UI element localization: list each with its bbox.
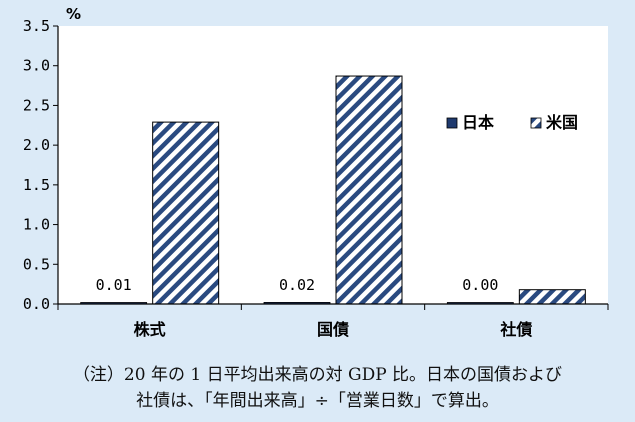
data-label-japan-0: 0.01 <box>96 276 132 294</box>
y-tick-label: 2.5 <box>23 96 50 114</box>
legend: 日本 米国 <box>446 113 578 132</box>
plot-area <box>58 26 608 304</box>
x-category-label: 社債 <box>499 320 532 339</box>
x-category-label: 国債 <box>317 320 349 339</box>
y-axis-unit: % <box>66 5 81 23</box>
bar-us-2 <box>518 289 586 305</box>
footnote-line-1: （注）20 年の 1 日平均出来高の対 GDP 比。日本の国債および <box>72 365 563 385</box>
data-label-japan-1: 0.02 <box>279 276 315 294</box>
bar-chart: 0.01 株式 0.02 国債 0.00 社債 0.0 0.5 1.0 1.5 2.0 2.5 3.0… <box>23 5 609 339</box>
bar-us-1 <box>335 75 403 305</box>
legend-label-japan: 日本 <box>462 113 494 132</box>
y-tick-label: 1.0 <box>23 216 50 234</box>
legend-swatch-japan <box>446 117 458 129</box>
y-tick-label: 3.5 <box>23 17 50 35</box>
footnote: （注）20 年の 1 日平均出来高の対 GDP 比。日本の国債および 社債は、「… <box>0 362 635 414</box>
footnote-line-2: 社債は、「年間出来高」÷「営業日数」で算出。 <box>136 391 499 411</box>
data-label-japan-2: 0.00 <box>462 276 498 294</box>
y-tick-label: 1.5 <box>23 176 50 194</box>
x-category-label: 株式 <box>134 320 166 339</box>
y-tick-label: 3.0 <box>23 57 50 75</box>
y-tick-label: 2.0 <box>23 136 50 154</box>
y-tick-label: 0.5 <box>23 255 50 273</box>
legend-label-us: 米国 <box>546 113 578 132</box>
y-tick-label: 0.0 <box>23 295 50 313</box>
legend-swatch-us <box>530 117 542 129</box>
bar-us-0 <box>152 121 220 305</box>
